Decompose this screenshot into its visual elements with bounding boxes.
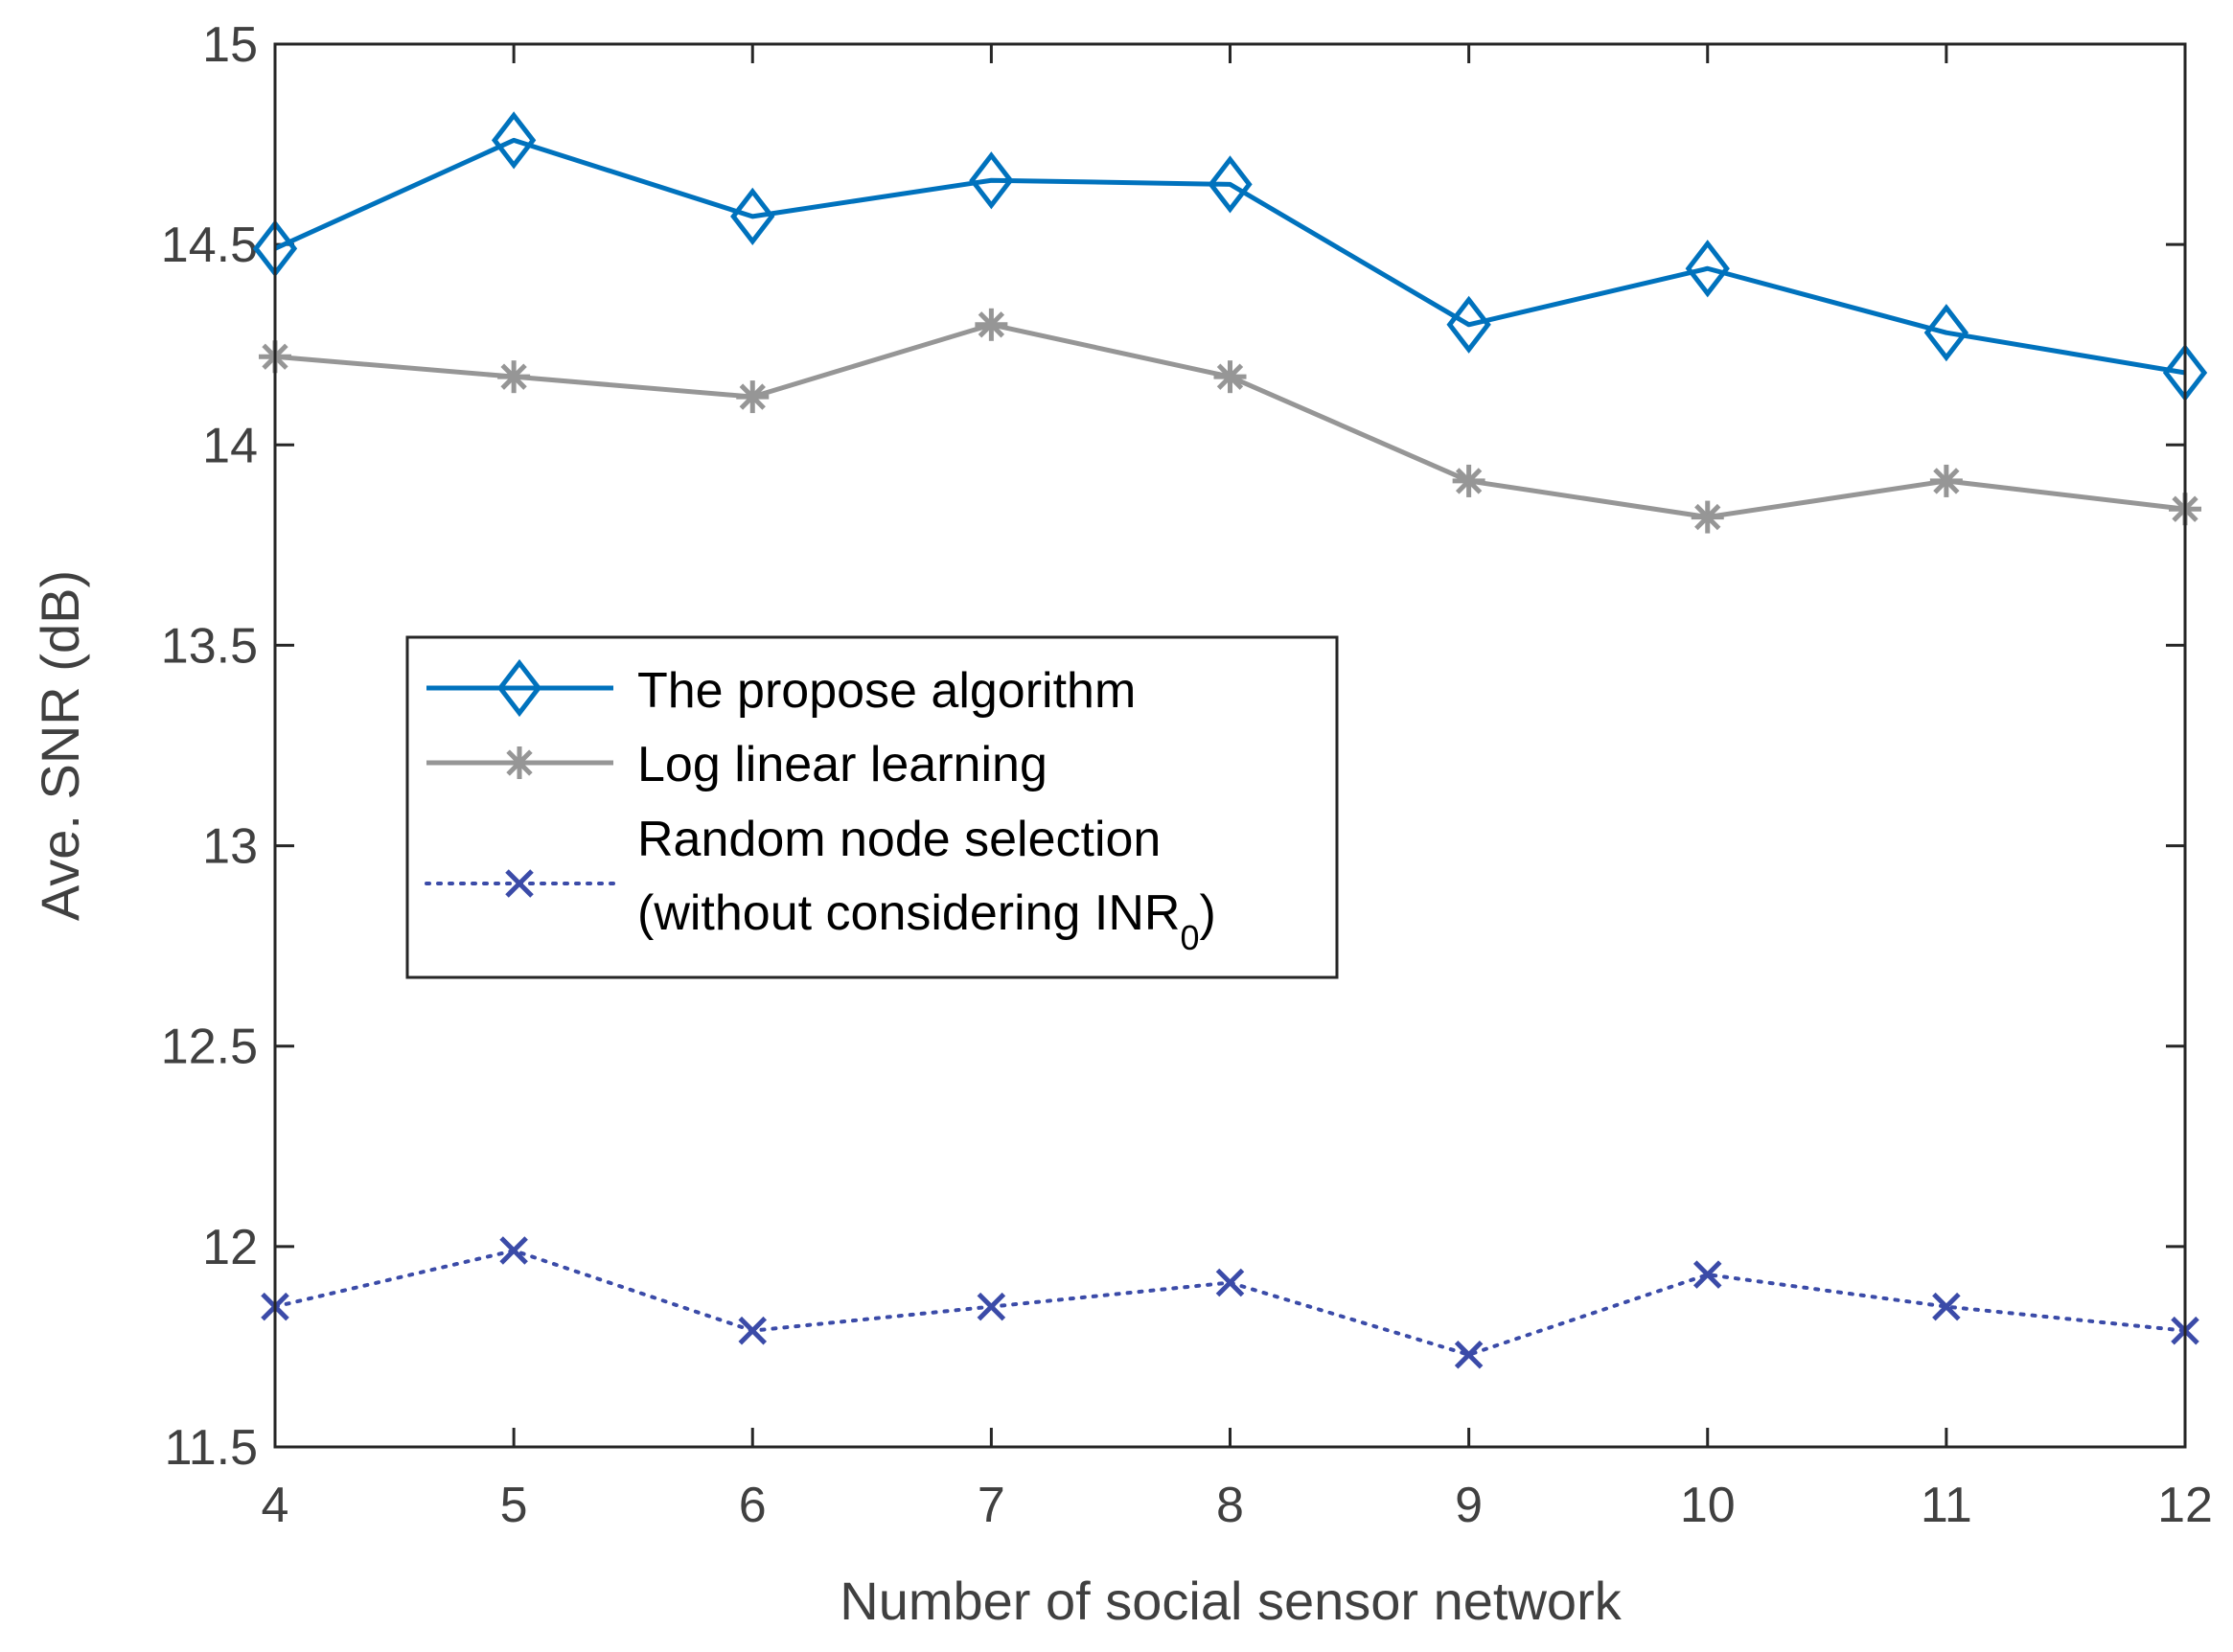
- x-axis-label: Number of social sensor network: [840, 1571, 1622, 1631]
- data-point-propose-algorithm: [491, 111, 537, 170]
- x-stroke: [1215, 1268, 1245, 1297]
- asterisk-stroke: [500, 363, 527, 390]
- data-point-log-linear-learning: [1452, 464, 1485, 497]
- legend-sample-random-node-selection: [425, 869, 615, 898]
- x-stroke: [977, 1292, 1006, 1321]
- y-tick-label: 14: [202, 418, 258, 473]
- data-point-random-node-selection: [738, 1316, 768, 1345]
- x-stroke: [1454, 1341, 1484, 1369]
- y-tick-label: 12.5: [161, 1020, 258, 1075]
- asterisk-stroke: [506, 749, 533, 776]
- x-stroke: [499, 1236, 528, 1265]
- x-tick-label: 11: [1921, 1478, 1972, 1533]
- legend-marker-log-linear-learning: [503, 746, 536, 779]
- asterisk-stroke: [739, 383, 766, 410]
- asterisk-stroke: [1933, 468, 1960, 494]
- legend-sample-propose-algorithm: [426, 658, 613, 718]
- legend-box: [405, 635, 1339, 979]
- data-point-random-node-selection: [977, 1292, 1006, 1321]
- x-tick-label: 12: [2157, 1478, 2213, 1533]
- x-tick-label: 4: [262, 1478, 289, 1533]
- data-point-propose-algorithm: [1208, 155, 1253, 214]
- data-point-propose-algorithm: [1685, 240, 1730, 298]
- series-propose-algorithm: [252, 111, 2208, 402]
- data-point-log-linear-learning: [1929, 464, 1963, 497]
- y-axis-label: Ave. SNR (dB): [30, 570, 90, 921]
- y-tick-label: 13: [202, 819, 258, 875]
- asterisk-stroke: [978, 311, 1005, 338]
- data-point-log-linear-learning: [1691, 500, 1724, 534]
- data-point-random-node-selection: [1454, 1341, 1484, 1369]
- legend-line2-subscript: 0: [1180, 918, 1199, 957]
- data-point-random-node-selection: [1932, 1292, 1961, 1321]
- legend-line2-text: (without considering INR: [637, 885, 1180, 941]
- data-point-random-node-selection: [1692, 1260, 1722, 1289]
- y-tick-label: 11.5: [165, 1420, 258, 1476]
- data-point-log-linear-learning: [736, 380, 770, 414]
- legend-label-random-node-selection-line2: (without considering INR0): [637, 885, 1216, 957]
- x-stroke: [738, 1316, 768, 1345]
- y-tick-label: 13.5: [161, 618, 258, 674]
- x-stroke: [1932, 1292, 1961, 1321]
- series-line-propose-algorithm: [273, 137, 2186, 376]
- legend-marker-propose-algorithm: [496, 658, 542, 718]
- legend-marker-random-node-selection: [505, 869, 534, 898]
- x-tick-label: 10: [1680, 1478, 1736, 1533]
- axes-frame: [273, 42, 2187, 1449]
- x-tick-label: 9: [1455, 1478, 1483, 1533]
- data-point-propose-algorithm: [969, 151, 1014, 210]
- y-tick-label: 14.5: [161, 218, 258, 273]
- x-stroke: [505, 869, 534, 898]
- series-random-node-selection: [261, 1236, 2199, 1369]
- data-point-propose-algorithm: [730, 187, 775, 245]
- x-tick-label: 5: [500, 1478, 528, 1533]
- legend-sample-log-linear-learning: [426, 746, 613, 779]
- data-point-log-linear-learning: [975, 308, 1008, 341]
- data-point-log-linear-learning: [1213, 360, 1247, 394]
- x-tick-label: 8: [1216, 1478, 1244, 1533]
- series-layer: [252, 111, 2208, 1369]
- data-point-log-linear-learning: [497, 360, 531, 394]
- legend-label-log-linear-learning: Log linear learning: [637, 737, 1047, 792]
- x-tick-label: 7: [978, 1478, 1005, 1533]
- y-tick-label: 12: [202, 1220, 258, 1275]
- asterisk-stroke: [1694, 503, 1721, 531]
- data-point-propose-algorithm: [1446, 295, 1491, 354]
- data-point-propose-algorithm: [1923, 304, 1969, 362]
- data-point-random-node-selection: [1215, 1268, 1245, 1297]
- legend-label-random-node-selection: Random node selection: [637, 812, 1161, 867]
- asterisk-stroke: [1455, 468, 1483, 494]
- data-point-random-node-selection: [499, 1236, 528, 1265]
- legend-line2-suffix: ): [1200, 885, 1216, 941]
- asterisk-stroke: [1216, 363, 1244, 390]
- y-tick-label: 15: [202, 17, 258, 73]
- y-axis-ticks: 11.5 12 12.5 13 13.5 14 14.5 15: [161, 17, 2185, 1476]
- legend-label-propose-algorithm: The propose algorithm: [637, 663, 1136, 719]
- x-tick-label: 6: [739, 1478, 767, 1533]
- legend: The propose algorithm Log linear learnin…: [405, 635, 1339, 979]
- x-stroke: [1692, 1260, 1722, 1289]
